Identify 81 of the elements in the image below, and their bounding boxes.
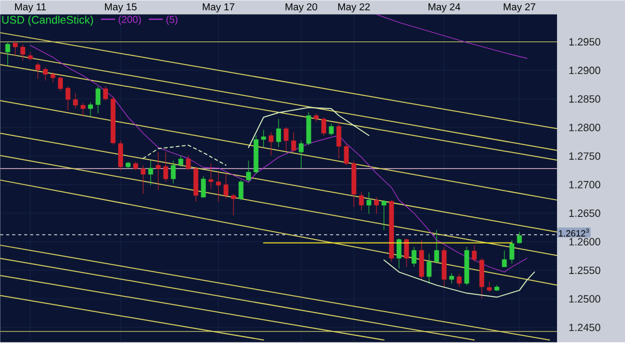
y-tick-label: 1.2500 bbox=[569, 295, 600, 303]
candlestick bbox=[224, 174, 228, 200]
candlestick bbox=[358, 192, 364, 211]
y-tick-label: 1.2550 bbox=[569, 266, 600, 274]
candlestick bbox=[5, 42, 10, 66]
candlestick bbox=[231, 194, 236, 216]
candlestick bbox=[42, 66, 48, 82]
candlestick bbox=[291, 132, 296, 153]
candlestick bbox=[449, 273, 454, 284]
candlestick bbox=[156, 152, 161, 190]
candlestick bbox=[261, 130, 266, 148]
candlestick bbox=[73, 93, 78, 110]
ref-line-label: 1.2612$^{3}$ bbox=[558, 228, 589, 237]
candlestick bbox=[509, 240, 514, 264]
y-tick-label: 1.2800 bbox=[569, 124, 600, 132]
candlestick bbox=[66, 86, 70, 111]
legend-label: (200) bbox=[118, 16, 141, 26]
x-tick-label: May 22 bbox=[338, 4, 370, 13]
x-tick-label: May 20 bbox=[286, 4, 318, 13]
candlestick bbox=[336, 122, 342, 160]
candlestick bbox=[50, 72, 56, 83]
candlestick bbox=[148, 160, 154, 186]
x-tick-label: May 24 bbox=[428, 4, 460, 13]
candlestick bbox=[426, 254, 432, 284]
x-tick-label: May 17 bbox=[202, 4, 234, 13]
x-tick-label: May 11 bbox=[15, 4, 46, 13]
candlestick bbox=[118, 140, 124, 171]
candlestick bbox=[404, 238, 409, 268]
line-series bbox=[142, 144, 226, 166]
chart-title: USD (CandleStick) bbox=[2, 16, 93, 26]
candlestick bbox=[276, 118, 282, 148]
y-tick-label: 1.2850 bbox=[569, 95, 600, 103]
candlestick bbox=[284, 126, 289, 151]
y-tick-label: 1.2600 bbox=[569, 238, 600, 246]
candlestick bbox=[502, 250, 507, 268]
candlestick bbox=[20, 44, 26, 62]
candlestick bbox=[486, 282, 492, 293]
candlestick bbox=[456, 274, 462, 288]
candlestick bbox=[208, 163, 214, 190]
candlestick bbox=[472, 245, 477, 262]
candlestick bbox=[170, 160, 176, 184]
candlestick bbox=[434, 230, 440, 264]
y-tick-label: 1.2950 bbox=[569, 38, 600, 46]
candlestick bbox=[516, 232, 522, 244]
x-tick-label: May 15 bbox=[105, 4, 137, 13]
y-tick-label: 1.2650 bbox=[569, 210, 600, 218]
legend-label: (5) bbox=[166, 16, 178, 26]
candlestick bbox=[80, 102, 86, 118]
candlestick bbox=[374, 197, 379, 214]
candlestick bbox=[246, 160, 251, 182]
line-series bbox=[383, 260, 535, 298]
candlestick bbox=[268, 132, 274, 156]
y-tick-label: 1.2750 bbox=[569, 152, 600, 160]
candlestick bbox=[298, 140, 304, 170]
candlestick bbox=[140, 165, 146, 194]
candlestick bbox=[366, 192, 372, 214]
x-tick-label: May 27 bbox=[504, 4, 536, 13]
y-tick-label: 1.2700 bbox=[569, 181, 600, 189]
line-series bbox=[376, 14, 528, 59]
candlestick bbox=[382, 200, 386, 231]
y-tick-label: 1.2450 bbox=[569, 324, 600, 332]
candlestick bbox=[216, 172, 221, 202]
candlestick bbox=[103, 86, 108, 102]
candlestick bbox=[96, 86, 100, 114]
candlestick bbox=[328, 123, 334, 136]
candlestick bbox=[238, 180, 244, 201]
candlestick bbox=[412, 246, 416, 268]
candlestick bbox=[344, 143, 349, 166]
candlestick bbox=[88, 102, 93, 118]
candlestick bbox=[200, 176, 206, 198]
candlestick bbox=[186, 155, 191, 171]
candlestick bbox=[178, 155, 184, 168]
line-series bbox=[248, 107, 370, 148]
line-series bbox=[30, 45, 528, 273]
candlestick bbox=[396, 238, 402, 270]
candlestick bbox=[58, 76, 63, 92]
y-tick-label: 1.2900 bbox=[569, 66, 600, 74]
candlestick bbox=[35, 62, 40, 80]
candlestick bbox=[321, 117, 326, 136]
candlestick bbox=[163, 152, 168, 182]
candlestick bbox=[12, 40, 18, 56]
